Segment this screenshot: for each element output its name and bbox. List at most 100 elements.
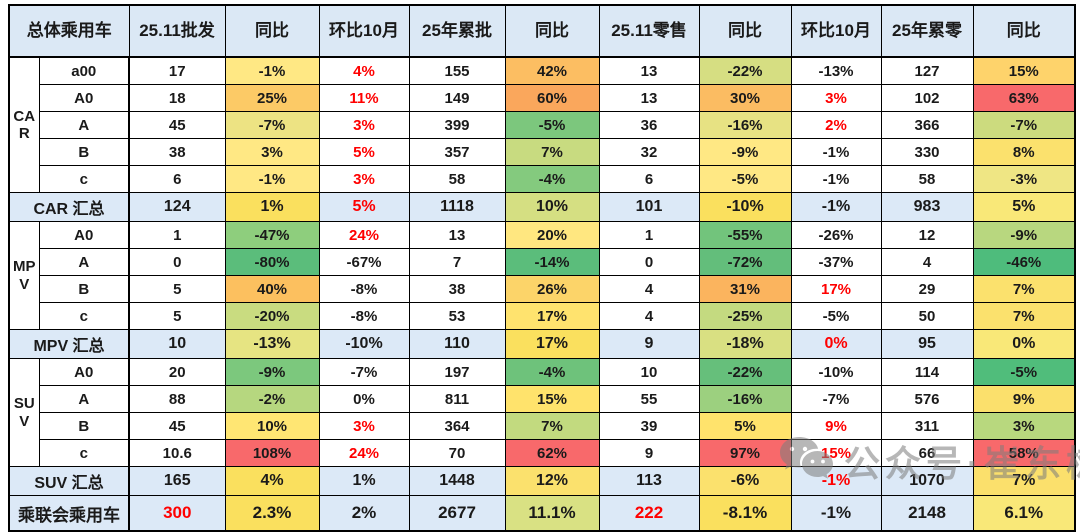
header-cell: 25.11零售 bbox=[598, 4, 700, 58]
data-cell: 108% bbox=[224, 439, 320, 467]
category-cell: A0 bbox=[38, 358, 130, 386]
total-cell: 11.1% bbox=[504, 495, 600, 532]
summary-cell: 4% bbox=[224, 466, 320, 496]
total-cell: 222 bbox=[598, 495, 700, 532]
data-cell: 60% bbox=[504, 84, 600, 112]
data-cell: -13% bbox=[790, 56, 882, 85]
summary-cell: 1118 bbox=[408, 192, 506, 222]
summary-cell: 10% bbox=[504, 192, 600, 222]
data-cell: -4% bbox=[504, 358, 600, 386]
summary-cell: -10% bbox=[318, 329, 410, 359]
data-cell: 15% bbox=[504, 385, 600, 413]
header-cell: 同比 bbox=[698, 4, 792, 58]
data-cell: -1% bbox=[790, 165, 882, 193]
summary-row: SUV 汇总 165 4% 1% 1448 12% 113 -6% -1% 1070 7% bbox=[8, 466, 1076, 496]
data-cell: -25% bbox=[698, 302, 792, 330]
table-row: A 45 -7% 3% 399 -5% 36 -16% 2% 366 -7% bbox=[9, 111, 1076, 139]
data-cell: 4 bbox=[598, 302, 700, 330]
data-cell: 6 bbox=[128, 165, 226, 193]
data-cell: -5% bbox=[504, 111, 600, 139]
data-cell: 38 bbox=[128, 138, 226, 166]
data-cell: 42% bbox=[504, 56, 600, 85]
data-cell: 5 bbox=[128, 275, 226, 303]
summary-cell: 110 bbox=[408, 329, 506, 359]
summary-cell: 10 bbox=[128, 329, 226, 359]
data-cell: 3% bbox=[790, 84, 882, 112]
data-cell: 114 bbox=[880, 358, 974, 386]
table-row: B 38 3% 5% 357 7% 32 -9% -1% 330 8% bbox=[9, 138, 1076, 166]
total-cell: 300 bbox=[128, 495, 226, 532]
data-cell: -67% bbox=[318, 248, 410, 276]
data-cell: 62% bbox=[504, 439, 600, 467]
data-cell: 2% bbox=[790, 111, 882, 139]
summary-cell: 0% bbox=[972, 329, 1076, 359]
data-cell: 31% bbox=[698, 275, 792, 303]
summary-cell: -1% bbox=[790, 192, 882, 222]
total-cell: -8.1% bbox=[698, 495, 792, 532]
data-cell: -2% bbox=[224, 385, 320, 413]
data-cell: -22% bbox=[698, 358, 792, 386]
data-cell: -80% bbox=[224, 248, 320, 276]
data-cell: -10% bbox=[790, 358, 882, 386]
data-cell: -26% bbox=[790, 221, 882, 249]
table-row: c 10.6 108% 24% 70 62% 9 97% 15% 66 58% bbox=[9, 439, 1076, 467]
data-cell: -14% bbox=[504, 248, 600, 276]
data-cell: 40% bbox=[224, 275, 320, 303]
data-cell: 66 bbox=[880, 439, 974, 467]
data-cell: 311 bbox=[880, 412, 974, 440]
data-cell: -4% bbox=[504, 165, 600, 193]
data-cell: -7% bbox=[972, 111, 1076, 139]
header-cell: 环比10月 bbox=[790, 4, 882, 58]
data-cell: 58 bbox=[880, 165, 974, 193]
data-cell: 1 bbox=[128, 221, 226, 249]
data-cell: -20% bbox=[224, 302, 320, 330]
summary-row: CAR 汇总 124 1% 5% 1118 10% 101 -10% -1% 983 5% bbox=[8, 192, 1076, 222]
summary-cell: 0% bbox=[790, 329, 882, 359]
data-cell: -3% bbox=[972, 165, 1076, 193]
data-cell: -5% bbox=[972, 358, 1076, 386]
data-cell: 97% bbox=[698, 439, 792, 467]
summary-cell: -10% bbox=[698, 192, 792, 222]
category-cell: c bbox=[38, 165, 130, 193]
summary-cell: 124 bbox=[128, 192, 226, 222]
header-row: 总体乘用车 25.11批发 同比 环比10月 25年累批 同比 25.11零售 同比 环比10月… bbox=[8, 4, 1076, 58]
data-cell: -7% bbox=[790, 385, 882, 413]
data-cell: 5% bbox=[318, 138, 410, 166]
summary-cell: 165 bbox=[128, 466, 226, 496]
table-row: A0 18 25% 11% 149 60% 13 30% 3% 102 63% bbox=[9, 84, 1076, 112]
data-cell: 7% bbox=[504, 138, 600, 166]
data-cell: 3% bbox=[318, 412, 410, 440]
data-cell: 13 bbox=[408, 221, 506, 249]
summary-cell: 7% bbox=[972, 466, 1076, 496]
summary-cell: 1448 bbox=[408, 466, 506, 496]
data-cell: 3% bbox=[318, 111, 410, 139]
total-cell: 2148 bbox=[880, 495, 974, 532]
data-cell: -9% bbox=[224, 358, 320, 386]
header-cell: 25.11批发 bbox=[128, 4, 226, 58]
data-cell: -72% bbox=[698, 248, 792, 276]
category-cell: A bbox=[38, 111, 130, 139]
data-cell: 4 bbox=[598, 275, 700, 303]
data-cell: 0 bbox=[128, 248, 226, 276]
data-cell: 70 bbox=[408, 439, 506, 467]
data-cell: -5% bbox=[698, 165, 792, 193]
data-cell: 811 bbox=[408, 385, 506, 413]
data-cell: 102 bbox=[880, 84, 974, 112]
data-cell: 53 bbox=[408, 302, 506, 330]
data-cell: -22% bbox=[698, 56, 792, 85]
data-cell: 3% bbox=[972, 412, 1076, 440]
header-cell: 25年累零 bbox=[880, 4, 974, 58]
data-cell: 58 bbox=[408, 165, 506, 193]
data-cell: -16% bbox=[698, 111, 792, 139]
summary-label: CAR 汇总 bbox=[8, 192, 130, 222]
total-cell: 2% bbox=[318, 495, 410, 532]
data-cell: 38 bbox=[408, 275, 506, 303]
group-cell: MPV bbox=[8, 221, 40, 330]
data-cell: 576 bbox=[880, 385, 974, 413]
data-cell: 12 bbox=[880, 221, 974, 249]
category-cell: a00 bbox=[38, 56, 130, 85]
data-cell: 58% bbox=[972, 439, 1076, 467]
data-cell: 10.6 bbox=[128, 439, 226, 467]
summary-cell: 5% bbox=[318, 192, 410, 222]
data-cell: -8% bbox=[318, 275, 410, 303]
